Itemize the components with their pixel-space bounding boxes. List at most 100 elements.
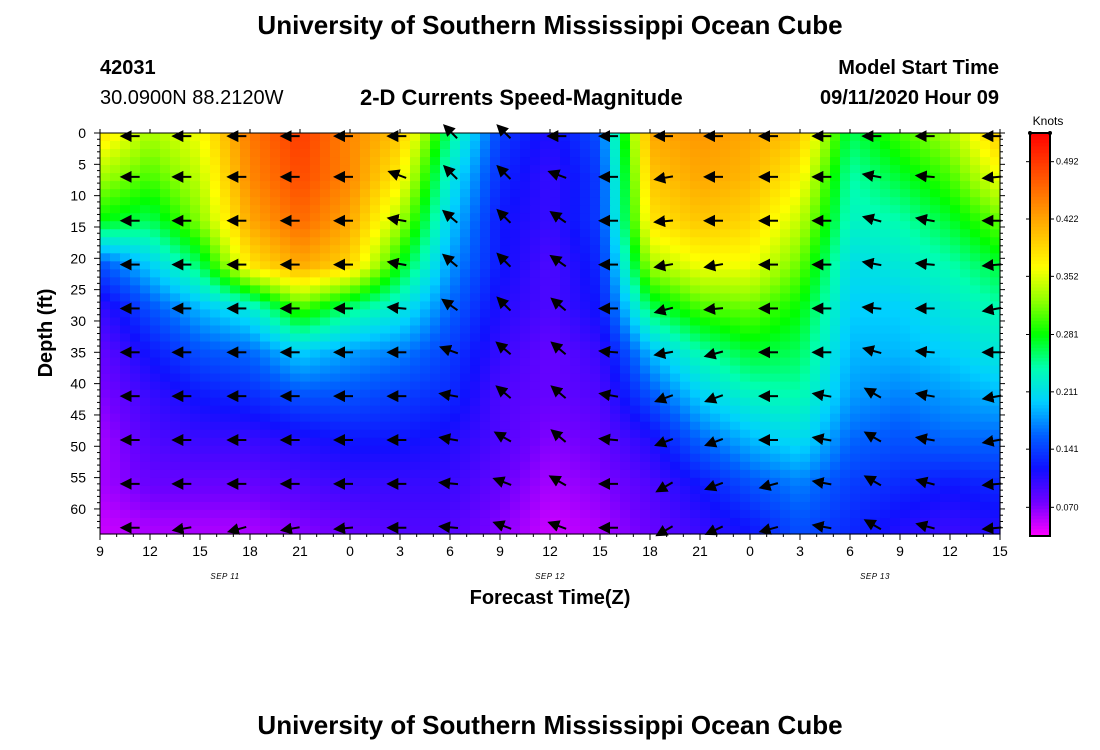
- heatmap-cell: [140, 517, 151, 527]
- heatmap-cell: [130, 413, 141, 423]
- heatmap-cell: [210, 181, 221, 190]
- heatmap-cell: [760, 341, 771, 351]
- heatmap-cell: [880, 133, 891, 142]
- heatmap-cell: [510, 453, 521, 463]
- heatmap-cell: [750, 293, 761, 303]
- heatmap-cell: [280, 261, 291, 270]
- heatmap-cell: [500, 397, 511, 407]
- heatmap-cell: [550, 205, 561, 214]
- heatmap-cell: [820, 149, 831, 158]
- heatmap-cell: [510, 133, 521, 142]
- heatmap-cell: [320, 509, 331, 519]
- heatmap-cell: [860, 197, 871, 206]
- heatmap-cell: [130, 253, 141, 262]
- heatmap-cell: [230, 149, 241, 158]
- heatmap-cell: [650, 413, 661, 423]
- heatmap-cell: [970, 181, 981, 190]
- heatmap-cell: [250, 277, 261, 286]
- heatmap-cell: [790, 285, 801, 294]
- heatmap-cell: [140, 485, 151, 495]
- heatmap-cell: [800, 285, 811, 294]
- heatmap-cell: [660, 469, 671, 479]
- heatmap-cell: [250, 405, 261, 415]
- heatmap-cell: [780, 429, 791, 439]
- heatmap-cell: [560, 165, 571, 174]
- heatmap-cell: [170, 413, 181, 423]
- heatmap-cell: [940, 205, 951, 214]
- heatmap-cell: [350, 149, 361, 158]
- heatmap-cell: [660, 149, 671, 158]
- heatmap-cell: [280, 245, 291, 254]
- heatmap-cell: [740, 213, 751, 222]
- heatmap-cell: [540, 213, 551, 222]
- heatmap-cell: [970, 493, 981, 503]
- heatmap-cell: [530, 229, 541, 238]
- heatmap-cell: [240, 317, 251, 327]
- heatmap-cell: [940, 173, 951, 182]
- current-arrow: [549, 254, 567, 268]
- heatmap-cell: [270, 429, 281, 439]
- heatmap-cell: [670, 325, 681, 335]
- heatmap-cell: [370, 389, 381, 399]
- heatmap-cell: [770, 493, 781, 503]
- heatmap-cell: [810, 141, 821, 150]
- heatmap-cell: [430, 333, 441, 343]
- heatmap-cell: [600, 229, 611, 238]
- heatmap-cell: [940, 317, 951, 327]
- heatmap-cell: [690, 373, 701, 383]
- heatmap-cell: [740, 277, 751, 286]
- heatmap-cell: [140, 501, 151, 511]
- heatmap-cell: [620, 373, 631, 383]
- heatmap-cell: [770, 373, 781, 383]
- heatmap-cell: [430, 525, 441, 535]
- heatmap-cell: [230, 221, 241, 230]
- heatmap-cell: [670, 397, 681, 407]
- heatmap-cell: [880, 389, 891, 399]
- heatmap-cell: [670, 493, 681, 503]
- heatmap-cell: [920, 309, 931, 319]
- heatmap-cell: [370, 357, 381, 367]
- heatmap-cell: [590, 349, 601, 359]
- heatmap-cell: [920, 245, 931, 254]
- heatmap-cell: [930, 285, 941, 294]
- heatmap-cell: [110, 341, 121, 351]
- heatmap-cell: [130, 261, 141, 270]
- current-arrow: [550, 429, 567, 443]
- heatmap-cell: [250, 221, 261, 230]
- heatmap-cell: [540, 373, 551, 383]
- heatmap-cell: [380, 421, 391, 431]
- heatmap-cell: [560, 269, 571, 278]
- heatmap-cell: [220, 501, 231, 511]
- heatmap-cell: [940, 181, 951, 190]
- heatmap-cell: [510, 445, 521, 455]
- current-arrow: [442, 164, 458, 180]
- heatmap-cell: [520, 221, 531, 230]
- heatmap-cell: [110, 229, 121, 238]
- heatmap-cell: [360, 525, 371, 535]
- heatmap-cell: [680, 485, 691, 495]
- heatmap-cell: [800, 213, 811, 222]
- heatmap-cell: [200, 269, 211, 278]
- heatmap-cell: [720, 333, 731, 343]
- heatmap-cell: [150, 285, 161, 294]
- heatmap-cell: [410, 421, 421, 431]
- heatmap-cell: [850, 237, 861, 246]
- heatmap-cell: [720, 469, 731, 479]
- heatmap-cell: [410, 181, 421, 190]
- heatmap-cell: [650, 285, 661, 294]
- heatmap-cell: [700, 149, 711, 158]
- heatmap-cell: [180, 301, 191, 311]
- heatmap-cell: [140, 157, 151, 166]
- heatmap-cell: [790, 349, 801, 359]
- heatmap-cell: [630, 365, 641, 375]
- heatmap-cell: [120, 237, 131, 246]
- heatmap-cell: [250, 493, 261, 503]
- heatmap-cell: [680, 445, 691, 455]
- colorbar-segment: [1030, 351, 1050, 356]
- heatmap-cell: [150, 525, 161, 535]
- heatmap-cell: [110, 477, 121, 487]
- heatmap-cell: [140, 205, 151, 214]
- heatmap-cell: [690, 205, 701, 214]
- heatmap-cell: [350, 293, 361, 303]
- heatmap-cell: [130, 421, 141, 431]
